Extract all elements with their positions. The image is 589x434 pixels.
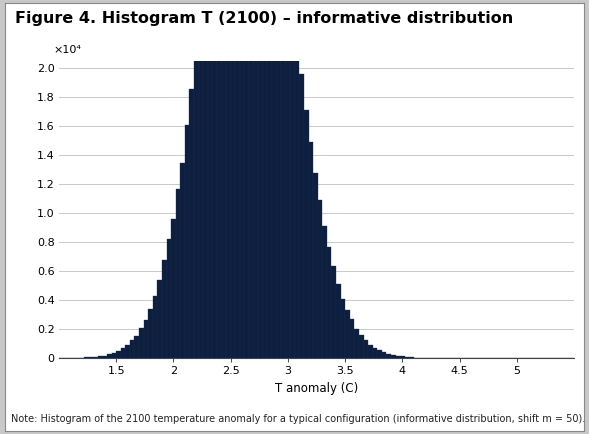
Bar xyxy=(249,0,254,358)
Bar xyxy=(176,189,180,358)
Bar xyxy=(350,319,355,358)
Bar xyxy=(134,336,139,358)
Bar xyxy=(226,0,231,358)
Bar xyxy=(258,0,263,358)
Bar xyxy=(340,299,345,358)
Bar xyxy=(373,348,378,358)
Bar xyxy=(167,239,171,358)
Bar xyxy=(190,89,194,358)
Bar xyxy=(139,329,144,358)
Bar xyxy=(276,0,281,358)
Bar xyxy=(336,284,340,358)
Bar xyxy=(130,341,134,358)
Bar xyxy=(213,0,217,358)
Bar xyxy=(363,340,368,358)
Bar xyxy=(185,125,190,358)
Bar xyxy=(313,174,317,358)
Bar xyxy=(148,309,153,358)
Bar xyxy=(162,260,167,358)
Bar xyxy=(332,266,336,358)
Bar xyxy=(378,350,382,358)
Bar xyxy=(153,296,157,358)
Bar xyxy=(208,0,213,358)
Bar xyxy=(180,163,185,358)
Bar xyxy=(235,0,240,358)
Bar xyxy=(400,356,405,358)
Bar xyxy=(322,226,327,358)
Bar xyxy=(231,0,235,358)
Bar xyxy=(102,356,107,358)
Bar xyxy=(121,349,125,358)
Text: Figure 4. Histogram T (2100) – informative distribution: Figure 4. Histogram T (2100) – informati… xyxy=(15,11,513,26)
Bar xyxy=(203,0,208,358)
Bar xyxy=(281,0,286,358)
Bar xyxy=(386,354,391,358)
Bar xyxy=(107,354,111,358)
Bar xyxy=(244,0,249,358)
Bar xyxy=(116,351,121,358)
Bar xyxy=(382,352,386,358)
Text: Note: Histogram of the 2100 temperature anomaly for a typical configuration (inf: Note: Histogram of the 2100 temperature … xyxy=(11,414,585,424)
Bar xyxy=(359,335,363,358)
Bar xyxy=(272,0,276,358)
Bar xyxy=(317,200,322,358)
Bar xyxy=(111,353,116,358)
Bar xyxy=(391,355,396,358)
Bar xyxy=(267,0,272,358)
Bar xyxy=(309,142,313,358)
Bar xyxy=(198,10,203,358)
Bar xyxy=(221,0,226,358)
Bar xyxy=(98,356,102,358)
Bar xyxy=(368,345,373,358)
Bar xyxy=(396,356,400,358)
Bar xyxy=(304,110,309,358)
Bar xyxy=(171,219,176,358)
Bar xyxy=(299,74,304,358)
Bar xyxy=(355,329,359,358)
Bar xyxy=(327,247,332,358)
Bar xyxy=(217,0,221,358)
Bar xyxy=(286,0,290,358)
Bar xyxy=(409,357,414,358)
Bar xyxy=(345,309,350,358)
Bar xyxy=(290,0,295,358)
Bar xyxy=(89,357,93,358)
Bar xyxy=(240,0,244,358)
Bar xyxy=(405,357,409,358)
Bar xyxy=(144,320,148,358)
Bar xyxy=(194,54,198,358)
Bar xyxy=(125,345,130,358)
Bar xyxy=(295,39,299,358)
Bar xyxy=(93,357,98,358)
X-axis label: T anomaly (C): T anomaly (C) xyxy=(275,382,358,395)
Bar xyxy=(157,280,162,358)
Bar xyxy=(254,0,258,358)
Text: ×10⁴: ×10⁴ xyxy=(54,45,82,55)
Bar xyxy=(263,0,267,358)
